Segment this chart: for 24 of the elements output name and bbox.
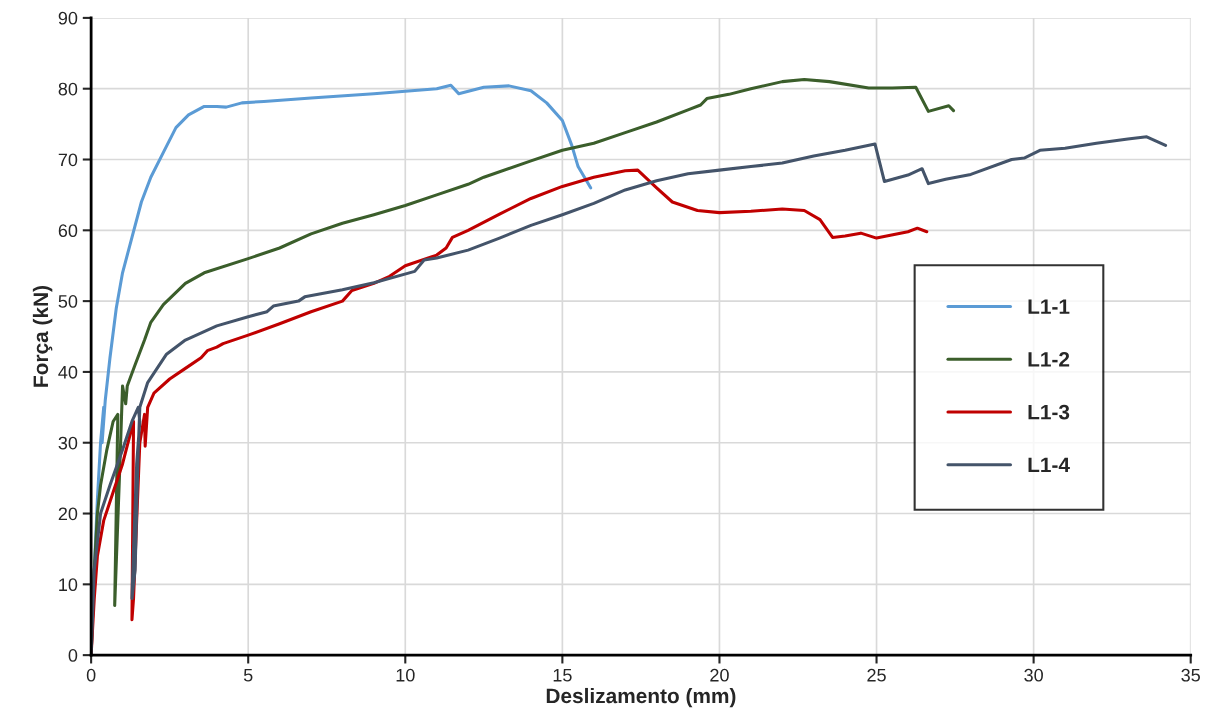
y-tick-label: 20	[58, 507, 78, 521]
x-tick-label: 35	[1181, 668, 1200, 682]
y-tick-label: 40	[58, 365, 78, 379]
y-tick-label: 60	[58, 224, 78, 238]
legend-label: L1-1	[1028, 299, 1070, 314]
x-axis-title: Deslizamento (mm)	[546, 687, 736, 708]
y-tick-label: 30	[58, 436, 78, 450]
x-tick-label: 5	[243, 669, 253, 682]
x-tick-label: 30	[1024, 668, 1043, 682]
legend-label: L1-3	[1028, 404, 1070, 420]
x-tick-label: 15	[553, 669, 572, 682]
y-tick-label: 70	[58, 153, 78, 167]
x-tick-label: 10	[396, 668, 415, 682]
y-tick-label: 50	[58, 295, 78, 308]
x-tick-label: 25	[867, 668, 886, 682]
legend-label: L1-2	[1028, 351, 1070, 367]
legend-label: L1-4	[1028, 457, 1070, 473]
x-tick-label: 20	[710, 668, 729, 682]
y-tick-label: 0	[68, 649, 78, 662]
x-tick-label: 0	[86, 668, 96, 682]
y-tick-label: 10	[59, 578, 78, 592]
y-tick-label: 90	[58, 11, 78, 25]
y-tick-label: 80	[58, 82, 78, 96]
y-axis-title: Força (kN)	[32, 286, 53, 387]
